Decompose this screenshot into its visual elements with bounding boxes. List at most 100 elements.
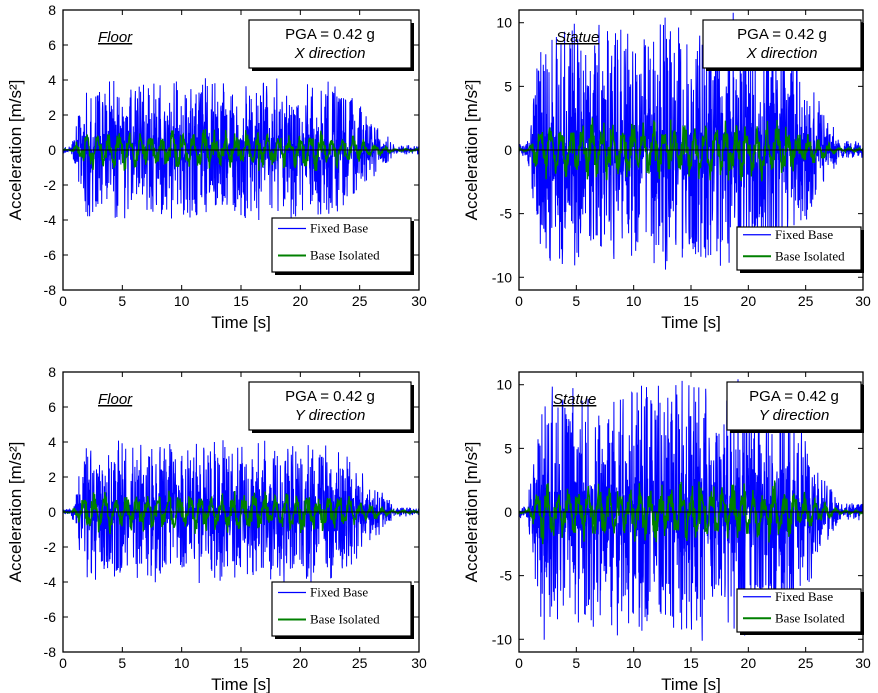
legend: Fixed Base Base Isolated <box>736 226 864 273</box>
y-tick-label: -4 <box>44 574 57 590</box>
x-axis-label: Time [s] <box>211 313 271 332</box>
y-tick-label: 5 <box>504 78 512 94</box>
x-tick-label: 5 <box>118 293 126 309</box>
chart-panel-1: 0 5 10 15 20 25 30 -8 -6 -4 -2 0 2 4 6 8 Time [s] Acceler… <box>6 2 427 332</box>
legend-frame <box>271 581 412 637</box>
series-line-fixed-base <box>63 78 419 221</box>
y-axis-label: Acceleration [m/s²] <box>6 80 25 221</box>
x-tick-label: 15 <box>233 655 249 671</box>
x-tick-label: 30 <box>411 655 427 671</box>
x-tick-label: 30 <box>855 293 871 309</box>
y-tick-label: -6 <box>44 609 57 625</box>
y-tick-label: -10 <box>492 269 512 285</box>
series-group <box>63 440 419 584</box>
x-tick-label: 5 <box>118 655 126 671</box>
legend-label: Base Isolated <box>310 248 380 263</box>
y-tick-label: 2 <box>48 107 56 123</box>
x-tick-label: 25 <box>798 293 814 309</box>
legend-label: Base Isolated <box>775 248 845 263</box>
info-box: PGA = 0.42 g Y direction <box>248 381 414 433</box>
y-tick-label: -4 <box>44 212 57 228</box>
pga-text: PGA = 0.42 g <box>749 388 839 405</box>
x-tick-label: 10 <box>174 655 190 671</box>
x-tick-label: 25 <box>352 293 368 309</box>
y-tick-label: 0 <box>504 142 512 158</box>
y-tick-label: -8 <box>44 282 57 298</box>
x-tick-label: 30 <box>411 293 427 309</box>
x-axis-label: Time [s] <box>211 675 271 693</box>
info-box-frame <box>726 381 862 431</box>
info-box-frame <box>248 381 412 431</box>
info-box-frame <box>702 19 862 69</box>
panel-label: Statue <box>553 391 596 408</box>
series-line-fixed-base <box>519 12 863 270</box>
direction-text: X direction <box>294 45 366 62</box>
x-tick-label: 20 <box>293 655 309 671</box>
x-tick-label: 15 <box>683 655 699 671</box>
chart-panel-2: 0 5 10 15 20 25 30 -10 -5 0 5 10 Time [s] Acceleratio… <box>462 9 871 332</box>
y-tick-label: 8 <box>48 2 56 18</box>
direction-text: Y direction <box>295 407 366 424</box>
info-box: PGA = 0.42 g X direction <box>248 19 414 71</box>
x-tick-label: 0 <box>515 655 523 671</box>
x-tick-label: 25 <box>352 655 368 671</box>
y-tick-label: 6 <box>48 399 56 415</box>
y-tick-label: 4 <box>48 434 56 450</box>
x-tick-label: 0 <box>59 293 67 309</box>
legend-label: Base Isolated <box>775 610 845 625</box>
y-axis-label: Acceleration [m/s²] <box>462 442 481 583</box>
series-line-base-isolated <box>63 490 419 535</box>
x-axis-label: Time [s] <box>661 313 721 332</box>
x-tick-label: 0 <box>59 655 67 671</box>
info-box-frame <box>248 19 412 69</box>
panel-label: Statue <box>556 29 599 46</box>
x-tick-label: 10 <box>626 293 642 309</box>
chart-panel-4: 0 5 10 15 20 25 30 -10 -5 0 5 10 Time [s] Acceleratio… <box>462 371 871 693</box>
x-tick-label: 30 <box>855 655 871 671</box>
y-tick-label: 5 <box>504 440 512 456</box>
pga-text: PGA = 0.42 g <box>285 388 375 405</box>
y-tick-label: 0 <box>504 504 512 520</box>
x-tick-label: 10 <box>174 293 190 309</box>
x-tick-label: 0 <box>515 293 523 309</box>
y-tick-label: 6 <box>48 37 56 53</box>
y-tick-label: -2 <box>44 177 57 193</box>
legend-label: Base Isolated <box>310 612 380 627</box>
y-tick-label: 10 <box>496 15 512 31</box>
y-axis-label: Acceleration [m/s²] <box>6 442 25 583</box>
panel-label: Floor <box>98 391 133 408</box>
x-tick-label: 25 <box>798 655 814 671</box>
direction-text: X direction <box>746 45 818 62</box>
series-line-base-isolated <box>519 480 863 545</box>
x-tick-label: 20 <box>741 293 757 309</box>
pga-text: PGA = 0.42 g <box>285 26 375 43</box>
series-line-fixed-base <box>63 440 419 584</box>
x-tick-label: 10 <box>626 655 642 671</box>
info-box: PGA = 0.42 g X direction <box>702 19 864 71</box>
y-tick-label: -5 <box>500 206 513 222</box>
legend-frame <box>271 217 412 273</box>
y-tick-label: 0 <box>48 504 56 520</box>
y-tick-label: -5 <box>500 568 513 584</box>
series-group <box>63 78 419 221</box>
y-tick-label: -2 <box>44 539 57 555</box>
x-tick-label: 15 <box>233 293 249 309</box>
series-group <box>519 379 863 641</box>
y-tick-label: 10 <box>496 377 512 393</box>
y-tick-label: -6 <box>44 247 57 263</box>
panel-label: Floor <box>98 29 133 46</box>
y-axis-label: Acceleration [m/s²] <box>462 80 481 221</box>
legend: Fixed Base Base Isolated <box>271 217 414 275</box>
y-tick-label: 8 <box>48 364 56 380</box>
chart-panel-3: 0 5 10 15 20 25 30 -8 -6 -4 -2 0 2 4 6 8 Time [s] Acceler… <box>6 364 427 693</box>
info-box: PGA = 0.42 g Y direction <box>726 381 864 433</box>
series-line-base-isolated <box>63 128 419 172</box>
legend: Fixed Base Base Isolated <box>271 581 414 639</box>
y-tick-label: 0 <box>48 142 56 158</box>
legend-label: Fixed Base <box>775 227 833 242</box>
direction-text: Y direction <box>759 407 830 424</box>
legend-label: Fixed Base <box>775 589 833 604</box>
legend-label: Fixed Base <box>310 585 368 600</box>
x-tick-label: 20 <box>741 655 757 671</box>
